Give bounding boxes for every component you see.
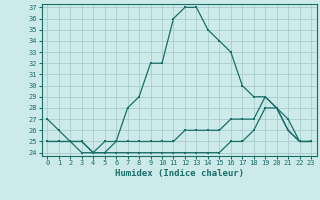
X-axis label: Humidex (Indice chaleur): Humidex (Indice chaleur): [115, 169, 244, 178]
